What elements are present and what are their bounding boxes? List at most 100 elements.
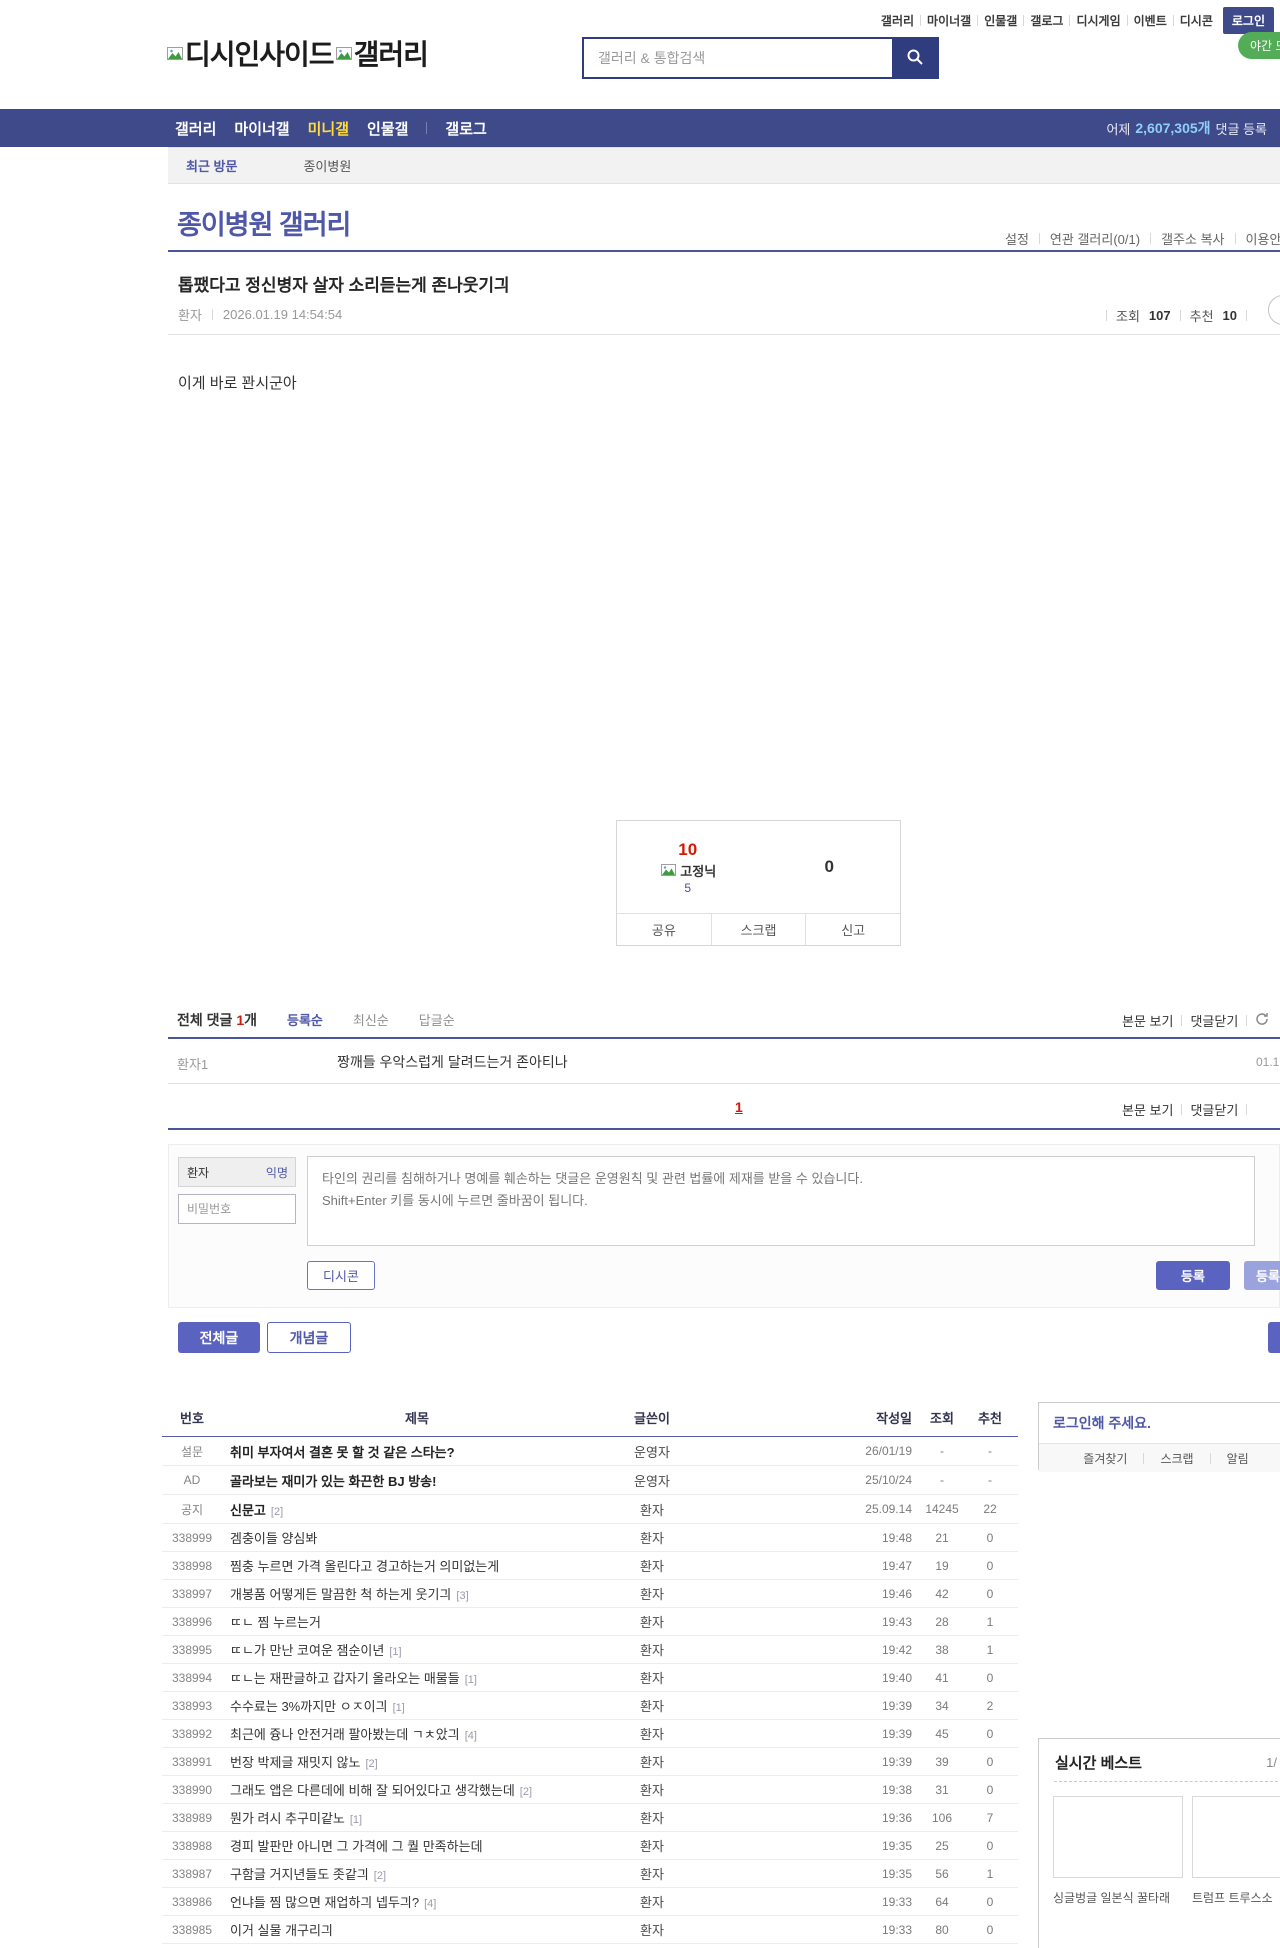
utility-link-gallery[interactable]: 갤러리 [880, 14, 915, 28]
refresh-icon[interactable] [1255, 1012, 1269, 1029]
gallery-menu-copy-url[interactable]: 갤주소 복사 [1161, 232, 1225, 247]
row-author[interactable]: 환자 [640, 1671, 664, 1686]
share-button[interactable]: 공유 [651, 923, 676, 938]
row-author[interactable]: 환자 [640, 1643, 664, 1658]
filter-all-posts-button[interactable]: 전체글 [178, 1322, 260, 1353]
dccon-button[interactable]: 디시콘 [307, 1261, 375, 1290]
breadcrumb-current[interactable]: 종이병원 [303, 159, 352, 174]
filter-concept-posts-button[interactable]: 개념글 [267, 1322, 351, 1353]
table-row[interactable]: 338993 수수료는 3%까지만 ㅇㅈ이긔 [1] 환자 19:39 34 2 [162, 1692, 1018, 1720]
recent-visit-label[interactable]: 최근 방문 [186, 159, 238, 174]
table-row[interactable]: 338999 겜충이들 양심봐 환자 19:48 21 0 [162, 1524, 1018, 1552]
row-author[interactable]: 운영자 [634, 1444, 670, 1460]
row-author[interactable]: 환자 [640, 1755, 664, 1770]
best-item-caption[interactable]: 싱글벙글 일본식 꿀타래 [1053, 1891, 1171, 1905]
login-button[interactable]: 로그인 [1222, 7, 1274, 34]
report-button[interactable]: 신고 [805, 914, 900, 945]
row-author[interactable]: 환자 [640, 1502, 664, 1518]
utility-link-person[interactable]: 인물갤 [984, 14, 1018, 28]
view-post-button[interactable]: 본문 보기 [1122, 1014, 1174, 1029]
table-row[interactable]: 338995 ㄸㄴ가 만난 코여운 잼순이년 [1] 환자 19:42 38 1 [162, 1636, 1018, 1664]
row-author[interactable]: 환자 [640, 1811, 664, 1826]
table-row[interactable]: 338994 ㄸㄴ는 재판글하고 갑자기 올라오는 매물들 [1] 환자 19:4… [162, 1664, 1018, 1692]
anonymous-toggle[interactable]: 익명 [265, 1165, 288, 1180]
close-comments-button[interactable]: 댓글닫기 [1190, 1014, 1239, 1029]
table-row[interactable]: 338987 구함글 거지년들도 좃같긔 [2] 환자 19:35 56 1 [162, 1860, 1018, 1888]
table-row-survey[interactable]: 설문 취미 부자여서 결혼 못 할 것 같은 스타는? 운영자 26/01/19… [162, 1437, 1018, 1466]
sort-registered[interactable]: 등록순 [287, 1013, 323, 1028]
row-title[interactable]: 이거 실물 개구리긔 [230, 1923, 333, 1938]
row-title[interactable]: 경피 발판만 아니면 그 가격에 그 퀄 만족하는데 [230, 1839, 483, 1854]
table-row[interactable]: 338996 ㄸㄴ 찜 누르는거 환자 19:43 28 1 [162, 1608, 1018, 1636]
row-author[interactable]: 환자 [640, 1867, 664, 1882]
comment-submit-button-2[interactable]: 등록 [1244, 1261, 1280, 1290]
table-row[interactable]: 338997 개봉품 어떻게든 말끔한 척 하는게 웃기긔 [3] 환자 19:4… [162, 1580, 1018, 1608]
table-row[interactable]: 338992 최근에 즁나 안전거래 팔아봤는데 ㄱㅊ았긔 [4] 환자 19:3… [162, 1720, 1018, 1748]
table-row[interactable]: 338988 경피 발판만 아니면 그 가격에 그 퀄 만족하는데 환자 19:… [162, 1832, 1018, 1860]
password-input[interactable] [178, 1194, 296, 1224]
row-author[interactable]: 환자 [640, 1783, 664, 1798]
gallery-menu-settings[interactable]: 설정 [1005, 232, 1029, 247]
comment-submit-button[interactable]: 등록 [1156, 1261, 1230, 1290]
sort-newest[interactable]: 최신순 [352, 1013, 389, 1028]
row-title[interactable]: 골라보는 재미가 있는 화끈한 BJ 방송! [230, 1473, 437, 1489]
table-row[interactable]: 338991 번장 박제글 재밋지 않노 [2] 환자 19:39 39 0 [162, 1748, 1018, 1776]
tab-scrap[interactable]: 스크랩 [1160, 1451, 1194, 1466]
nav-item-mini-active[interactable]: 미니갤 [307, 120, 350, 138]
row-title[interactable]: ㄸㄴ는 재판글하고 갑자기 올라오는 매물들 [1] [230, 1671, 477, 1686]
row-title[interactable]: 겜충이들 양심봐 [230, 1531, 318, 1546]
best-thumbnail-1[interactable] [1053, 1796, 1183, 1878]
table-row[interactable]: 338986 언냐들 찜 많으면 재업하긔 넵두긔? [4] 환자 19:33 6… [162, 1888, 1018, 1916]
nav-item-person[interactable]: 인물갤 [367, 120, 409, 138]
table-row[interactable]: 338990 그래도 앱은 다른데에 비해 잘 되어있다고 생각했는데 [2] 환… [162, 1776, 1018, 1804]
table-row-notice[interactable]: 공지 신문고 [2] 환자 25.09.14 14245 22 [162, 1495, 1018, 1524]
row-author[interactable]: 환자 [640, 1699, 664, 1714]
row-title[interactable]: 수수료는 3%까지만 ㅇㅈ이긔 [1] [230, 1699, 405, 1714]
row-title[interactable]: 신문고 [2] [230, 1502, 284, 1518]
row-author[interactable]: 운영자 [634, 1473, 670, 1489]
post-more-button[interactable] [1268, 295, 1280, 325]
row-title[interactable]: 뭔가 려시 추구미같노 [1] [230, 1811, 363, 1826]
row-author[interactable]: 환자 [640, 1923, 664, 1938]
best-item-caption[interactable]: 트럼프 트루스소 [1192, 1891, 1273, 1905]
utility-link-dccon[interactable]: 디시콘 [1179, 14, 1213, 28]
row-author[interactable]: 환자 [640, 1839, 664, 1854]
comment-textarea[interactable]: 타인의 권리를 침해하거나 명예를 훼손하는 댓글은 운영원칙 및 관련 법률에… [307, 1156, 1255, 1246]
utility-link-dcgame[interactable]: 디시게임 [1076, 14, 1121, 28]
tab-alerts[interactable]: 알림 [1226, 1451, 1249, 1466]
row-author[interactable]: 환자 [640, 1531, 664, 1546]
row-title[interactable]: 구함글 거지년들도 좃같긔 [2] [230, 1867, 387, 1882]
row-title[interactable]: 취미 부자여서 결혼 못 할 것 같은 스타는? [230, 1444, 455, 1460]
site-logo[interactable]: 디시인사이드 갤러리 [165, 33, 429, 73]
comments-page-1[interactable]: 1 [735, 1099, 743, 1115]
row-author[interactable]: 환자 [640, 1727, 664, 1742]
row-title[interactable]: 번장 박제글 재밋지 않노 [2] [230, 1755, 378, 1770]
table-row[interactable]: 338985 이거 실물 개구리긔 환자 19:33 80 0 [162, 1916, 1018, 1944]
nav-item-gallery[interactable]: 갤러리 [175, 120, 217, 138]
scrap-button[interactable]: 스크랩 [710, 914, 806, 945]
table-row[interactable]: 338989 뭔가 려시 추구미같노 [1] 환자 19:36 106 7 [162, 1804, 1018, 1832]
row-author[interactable]: 환자 [640, 1587, 664, 1602]
row-title[interactable]: 개봉품 어떻게든 말끔한 척 하는게 웃기긔 [3] [230, 1587, 469, 1602]
post-author[interactable]: 환자 [178, 308, 202, 323]
row-author[interactable]: 환자 [640, 1615, 664, 1630]
row-title[interactable]: 그래도 앱은 다른데에 비해 잘 되어있다고 생각했는데 [2] [230, 1783, 533, 1798]
night-mode-button[interactable]: 야간 모드 [1238, 32, 1280, 59]
nav-item-gallog[interactable]: 갤로그 [445, 120, 487, 138]
downvote-area[interactable]: 0 [759, 821, 901, 913]
row-author[interactable]: 환자 [640, 1559, 664, 1574]
view-post-button[interactable]: 본문 보기 [1122, 1103, 1174, 1118]
gallery-title[interactable]: 종이병원 갤러리 [177, 210, 351, 240]
table-row-ad[interactable]: AD 골라보는 재미가 있는 화끈한 BJ 방송! 운영자 25/10/24 -… [162, 1466, 1018, 1495]
search-input[interactable] [584, 39, 892, 77]
row-author[interactable]: 환자 [640, 1895, 664, 1910]
utility-link-gallog[interactable]: 갤로그 [1030, 14, 1064, 28]
search-button[interactable] [892, 39, 937, 77]
best-thumbnail-2[interactable] [1192, 1796, 1280, 1878]
table-row[interactable]: 338998 찜충 누르면 가격 올린다고 경고하는거 의미없는게 환자 19:… [162, 1552, 1018, 1580]
row-title[interactable]: 최근에 즁나 안전거래 팔아봤는데 ㄱㅊ았긔 [4] [230, 1727, 477, 1742]
upvote-area[interactable]: 10 고정닉 5 [617, 821, 759, 913]
row-title[interactable]: 언냐들 찜 많으면 재업하긔 넵두긔? [4] [230, 1895, 437, 1910]
tab-favorites[interactable]: 즐겨찾기 [1083, 1451, 1128, 1466]
table-row[interactable]: 338984 하 진짜 맘문하고 싶다[4] 환자 [162, 1944, 1018, 1948]
